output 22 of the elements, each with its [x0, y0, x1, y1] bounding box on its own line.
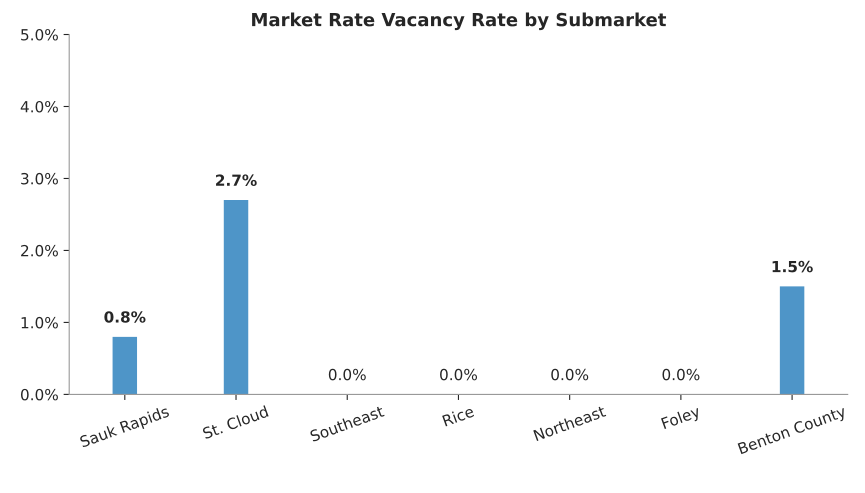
bar — [780, 286, 804, 394]
data-label: 0.8% — [104, 311, 146, 323]
x-tick-label: Benton County — [738, 405, 848, 458]
bar — [112, 336, 138, 394]
data-label: 0.0% — [551, 368, 588, 380]
data-label: 0.0% — [662, 368, 700, 380]
x-tick-label: Foley — [660, 404, 702, 432]
x-tick-label: St. Cloud — [202, 405, 269, 440]
data-label: 0.0% — [440, 368, 478, 380]
x-tick-label: Rice — [442, 405, 475, 427]
y-tick-label: 3.0% — [21, 172, 58, 184]
data-label: 2.7% — [216, 174, 257, 186]
data-label: 1.5% — [772, 260, 813, 272]
y-tick-label: 2.0% — [21, 244, 58, 256]
x-tick-label: Sauk Rapids — [79, 405, 171, 450]
chart-title: Market Rate Vacancy Rate by Submarket — [252, 12, 666, 30]
y-tick-label: 4.0% — [20, 100, 58, 113]
y-tick-label: 0.0% — [20, 388, 58, 400]
y-tick-label: 5.0% — [21, 28, 58, 41]
bar — [224, 200, 248, 394]
data-label: 0.0% — [328, 368, 366, 380]
y-tick-label: 1.0% — [22, 316, 58, 328]
